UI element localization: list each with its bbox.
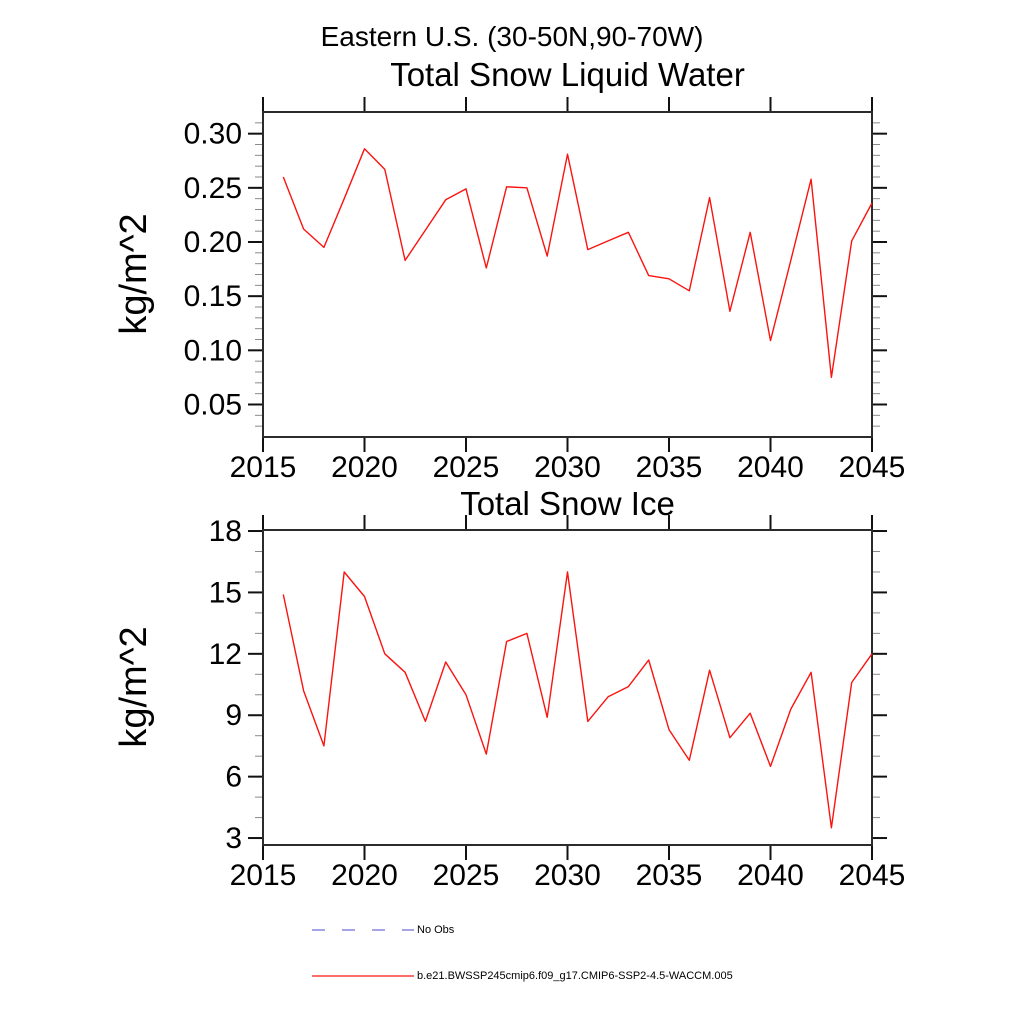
y-tick-label: 3 (225, 822, 242, 855)
data-line-1 (282, 148, 873, 379)
y-tick-label: 0.20 (184, 226, 242, 259)
data-line-2 (282, 571, 873, 829)
x-tick-label: 2030 (534, 451, 601, 484)
chart2-title: Total Snow Ice (460, 485, 675, 522)
x-tick-label: 2020 (331, 451, 398, 484)
x-tick-label: 2045 (839, 451, 906, 484)
x-tick-label: 2030 (534, 859, 601, 892)
x-tick-label: 2035 (636, 451, 703, 484)
x-tick-label: 2020 (331, 859, 398, 892)
chart1-y-axis-label: kg/m^2 (113, 213, 155, 335)
x-tick-label: 2025 (433, 859, 500, 892)
legend-label-no-obs: No Obs (417, 924, 455, 936)
plot-frame (262, 111, 873, 438)
chart1-title: Total Snow Liquid Water (390, 56, 745, 93)
x-tick-label: 2015 (230, 859, 297, 892)
x-tick-label: 2035 (636, 859, 703, 892)
chart2-y-axis-label: kg/m^2 (113, 626, 155, 748)
y-tick-label: 0.30 (184, 118, 242, 151)
y-tick-label: 0.05 (184, 389, 242, 422)
y-tick-label: 9 (225, 699, 242, 732)
y-tick-label: 6 (225, 761, 242, 794)
y-tick-label: 12 (209, 638, 242, 671)
x-tick-label: 2015 (230, 451, 297, 484)
plot-frame (262, 529, 873, 846)
x-tick-label: 2040 (737, 859, 804, 892)
y-tick-label: 18 (209, 515, 242, 548)
figure-title: Eastern U.S. (30-50N,90-70W) (320, 21, 704, 52)
x-tick-label: 2040 (737, 451, 804, 484)
x-tick-label: 2025 (433, 451, 500, 484)
y-tick-label: 0.10 (184, 334, 242, 367)
x-tick-label: 2045 (839, 859, 906, 892)
legend-label-model: b.e21.BWSSP245cmip6.f09_g17.CMIP6-SSP2-4… (417, 970, 733, 982)
y-tick-label: 0.15 (184, 280, 242, 313)
y-tick-label: 0.25 (184, 172, 242, 205)
y-tick-label: 15 (209, 576, 242, 609)
